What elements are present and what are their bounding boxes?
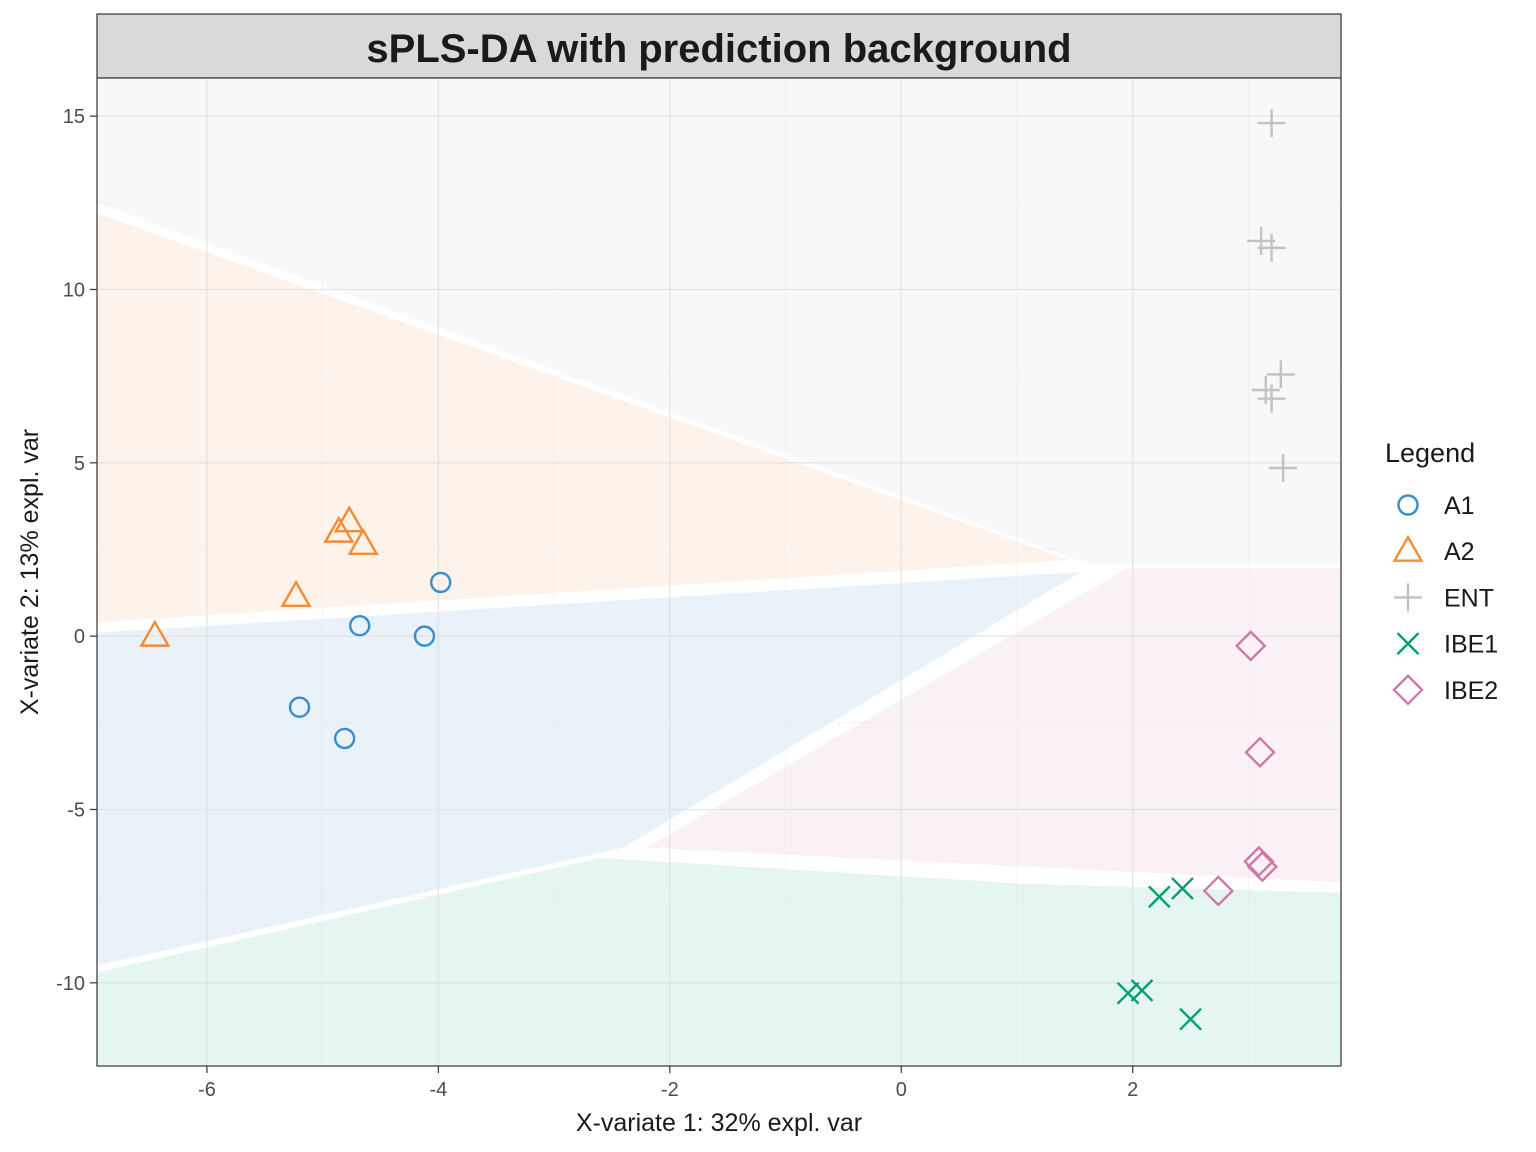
point-ibe1	[1171, 877, 1194, 900]
point-ibe2	[1244, 736, 1276, 768]
point-ibe2	[1235, 630, 1267, 662]
point-a1	[413, 625, 436, 647]
point-ibe2	[1202, 875, 1235, 907]
background-region-ibe2	[646, 568, 1341, 883]
legend-key-a1	[1397, 494, 1419, 516]
point-a1	[288, 696, 311, 718]
x-tick-label: 0	[896, 1079, 907, 1101]
point-a2	[333, 505, 365, 533]
point-a2	[347, 527, 379, 555]
legend-label-a1: A1	[1444, 492, 1475, 520]
y-tick-label: 0	[74, 626, 85, 648]
point-ent	[1269, 454, 1298, 482]
point-a2	[139, 619, 171, 647]
y-tick-label: 10	[63, 279, 85, 301]
series-a2	[139, 505, 379, 647]
y-axis: -10 -5 0 5 10 15	[56, 106, 97, 995]
x-tick-label: -4	[429, 1079, 447, 1101]
y-tick-label: 15	[63, 106, 85, 128]
legend-item-a1: A1	[1397, 492, 1475, 520]
point-ent	[1266, 360, 1295, 389]
point-a1	[429, 571, 452, 594]
x-tick-label: 2	[1127, 1079, 1138, 1101]
series-a1	[288, 571, 452, 750]
data-points	[139, 109, 1298, 1031]
point-ent	[1257, 109, 1286, 138]
x-tick-label: -2	[661, 1079, 679, 1101]
y-tick-label: -10	[56, 973, 85, 995]
legend-item-ibe1: IBE1	[1396, 631, 1498, 659]
point-ibe2	[1246, 850, 1279, 883]
prediction-background	[97, 78, 1341, 1066]
y-tick-label: 5	[74, 453, 85, 475]
point-a1	[333, 727, 356, 750]
series-ibe2	[1202, 630, 1279, 907]
x-tick-label: -6	[198, 1079, 216, 1101]
point-a1	[348, 615, 371, 637]
point-a2	[280, 579, 312, 607]
legend-label-ibe2: IBE2	[1444, 677, 1498, 705]
legend-label-ent: ENT	[1444, 584, 1494, 612]
legend-label-ibe1: IBE1	[1444, 631, 1498, 659]
y-tick-label: -5	[67, 799, 85, 821]
legend-key-ibe2	[1392, 674, 1424, 706]
legend-item-ent: ENT	[1394, 583, 1494, 612]
legend-key-a2	[1392, 534, 1424, 562]
title-strip	[96, 13, 1342, 79]
background-region-ent	[97, 78, 1341, 564]
point-ibe1	[1130, 979, 1154, 1002]
legend-label-a2: A2	[1444, 538, 1475, 566]
point-ent	[1257, 233, 1286, 262]
legend: Legend A1 A2 ENT IBE1 IBE2	[1385, 438, 1498, 706]
chart-title: sPLS-DA with prediction background	[366, 27, 1071, 71]
x-axis-title: X-variate 1: 32% expl. var	[576, 1109, 862, 1137]
series-ent	[1247, 109, 1298, 482]
point-ibe1	[1179, 1007, 1202, 1031]
legend-key-ent	[1394, 583, 1422, 612]
background-region-ibe1	[97, 858, 1341, 1066]
x-axis: -6 -4 -2 0 2	[198, 1066, 1138, 1101]
panel-border	[96, 77, 1342, 1067]
point-a2	[323, 515, 355, 543]
point-ibe1	[1116, 981, 1140, 1005]
point-ibe2	[1243, 845, 1275, 878]
y-axis-title: X-variate 2: 13% expl. var	[16, 429, 44, 715]
legend-item-ibe2: IBE2	[1392, 674, 1498, 706]
legend-key-ibe1	[1396, 632, 1420, 655]
point-ibe1	[1147, 885, 1171, 909]
point-ent	[1257, 384, 1286, 413]
legend-items: A1 A2 ENT IBE1 IBE2	[1392, 492, 1498, 706]
legend-item-a2: A2	[1392, 534, 1475, 566]
plot-panel	[96, 77, 1342, 1067]
series-ibe1	[1116, 877, 1202, 1031]
legend-title: Legend	[1385, 438, 1475, 468]
background-region-a1	[97, 572, 1081, 966]
